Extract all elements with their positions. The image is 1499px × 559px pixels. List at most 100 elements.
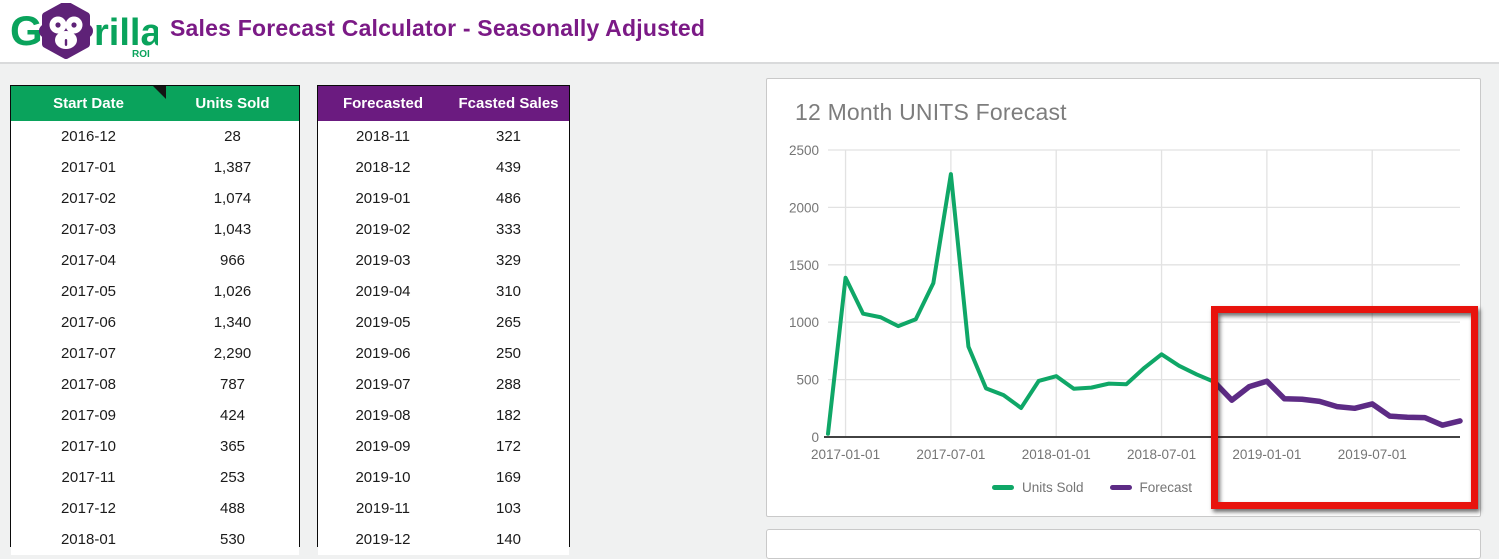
table-row: 2018-11 321	[318, 121, 569, 152]
logo-text-rilla: rilla	[94, 12, 158, 54]
date-cell[interactable]: 2019-07	[355, 376, 411, 393]
table-row: 2017-10 365	[11, 431, 299, 462]
value-cell[interactable]: 182	[495, 407, 522, 424]
value-cell[interactable]: 486	[495, 190, 522, 207]
legend-item-forecast[interactable]: Forecast	[1109, 480, 1193, 495]
units-table-header-start-date[interactable]: Start Date	[53, 95, 124, 112]
date-cell[interactable]: 2017-07	[60, 345, 117, 362]
forecast-table-body: 2018-11 321 2018-12 439 2019-01 486 2019-02 333…	[318, 121, 569, 555]
gorilla-roi-logo[interactable]: G rilla ROI	[10, 1, 162, 60]
table-row: 2018-12 439	[318, 152, 569, 183]
units-sold-table: Start Date Units Sold 2016-12 28 2017-01 1,…	[10, 85, 300, 555]
table-row: 2019-12 140	[318, 524, 569, 555]
value-cell[interactable]: 329	[495, 252, 522, 269]
date-cell[interactable]: 2016-12	[60, 128, 117, 145]
value-cell[interactable]: 172	[495, 438, 522, 455]
date-cell[interactable]: 2017-05	[60, 283, 117, 300]
value-cell[interactable]: 1,074	[213, 190, 252, 207]
date-cell[interactable]: 2019-03	[355, 252, 411, 269]
date-cell[interactable]: 2019-09	[355, 438, 411, 455]
value-cell[interactable]: 439	[495, 159, 522, 176]
logo-text-g: G	[10, 7, 43, 54]
table-row: 2017-09 424	[11, 400, 299, 431]
date-cell[interactable]: 2018-12	[355, 159, 411, 176]
date-cell[interactable]: 2019-05	[355, 314, 411, 331]
date-cell[interactable]: 2017-06	[60, 314, 117, 331]
date-cell[interactable]: 2017-09	[60, 407, 117, 424]
date-cell[interactable]: 2017-02	[60, 190, 117, 207]
table-row: 2019-10 169	[318, 462, 569, 493]
forecast-table-header-fcasted-sales[interactable]: Fcasted Sales	[458, 95, 559, 112]
date-cell[interactable]: 2019-04	[355, 283, 411, 300]
svg-text:2017-07-01: 2017-07-01	[916, 447, 985, 462]
svg-text:2500: 2500	[789, 143, 819, 158]
value-cell[interactable]: 321	[495, 128, 522, 145]
date-cell[interactable]: 2019-01	[355, 190, 411, 207]
table-row: 2017-03 1,043	[11, 214, 299, 245]
value-cell[interactable]: 488	[219, 500, 246, 517]
units-table-header: Start Date Units Sold	[11, 86, 299, 121]
units-table-body: 2016-12 28 2017-01 1,387 2017-02 1,074 2017-03…	[11, 121, 299, 555]
table-row: 2019-09 172	[318, 431, 569, 462]
legend-label-units-sold: Units Sold	[1021, 480, 1084, 495]
table-row: 2019-11 103	[318, 493, 569, 524]
svg-text:2019-01-01: 2019-01-01	[1232, 447, 1301, 462]
date-cell[interactable]: 2017-03	[60, 221, 117, 238]
svg-text:1000: 1000	[789, 315, 819, 330]
table-row: 2016-12 28	[11, 121, 299, 152]
value-cell[interactable]: 1,340	[213, 314, 252, 331]
table-row: 2019-03 329	[318, 245, 569, 276]
date-cell[interactable]: 2019-02	[355, 221, 411, 238]
date-cell[interactable]: 2019-06	[355, 345, 411, 362]
value-cell[interactable]: 253	[219, 469, 246, 486]
value-cell[interactable]: 365	[219, 438, 246, 455]
gorilla-logo-graphic: G rilla ROI	[10, 1, 162, 60]
table-row: 2019-05 265	[318, 307, 569, 338]
svg-text:2000: 2000	[789, 200, 819, 215]
value-cell[interactable]: 1,387	[213, 159, 252, 176]
value-cell[interactable]: 28	[224, 128, 241, 145]
legend-label-forecast: Forecast	[1139, 480, 1193, 495]
value-cell[interactable]: 787	[219, 376, 246, 393]
forecast-table-header-forecasted[interactable]: Forecasted	[342, 95, 424, 112]
value-cell[interactable]: 310	[495, 283, 522, 300]
value-cell[interactable]: 169	[495, 469, 522, 486]
svg-text:2018-07-01: 2018-07-01	[1127, 447, 1196, 462]
value-cell[interactable]: 288	[495, 376, 522, 393]
value-cell[interactable]: 250	[495, 345, 522, 362]
page-title: Sales Forecast Calculator - Seasonally A…	[170, 14, 706, 41]
table-row: 2017-06 1,340	[11, 307, 299, 338]
date-cell[interactable]: 2017-12	[60, 500, 117, 517]
table-row: 2018-01 530	[11, 524, 299, 555]
value-cell[interactable]: 424	[219, 407, 246, 424]
date-cell[interactable]: 2017-08	[60, 376, 117, 393]
value-cell[interactable]: 1,043	[213, 221, 252, 238]
table-row: 2019-01 486	[318, 183, 569, 214]
forecast-swatch-icon	[1109, 485, 1132, 490]
app-header: G rilla ROI Sales Forecast Calculator - …	[0, 0, 1499, 64]
date-cell[interactable]: 2017-04	[60, 252, 117, 269]
gorilla-head-icon	[39, 1, 93, 59]
table-row: 2017-02 1,074	[11, 183, 299, 214]
date-cell[interactable]: 2017-11	[61, 469, 116, 486]
date-cell[interactable]: 2017-01	[60, 159, 117, 176]
value-cell[interactable]: 966	[219, 252, 246, 269]
units-table-header-units-sold[interactable]: Units Sold	[195, 95, 270, 112]
table-row: 2019-02 333	[318, 214, 569, 245]
date-cell[interactable]: 2019-10	[355, 469, 411, 486]
svg-text:1500: 1500	[789, 258, 819, 273]
table-row: 2017-07 2,290	[11, 338, 299, 369]
legend-item-units-sold[interactable]: Units Sold	[991, 480, 1084, 495]
date-cell[interactable]: 2019-11	[356, 500, 410, 517]
units-forecast-chart-panel[interactable]: 12 Month UNITS Forecast 0 500 1000 1500 2000…	[766, 78, 1481, 517]
value-cell[interactable]: 265	[495, 314, 522, 331]
value-cell[interactable]: 333	[495, 221, 522, 238]
table-row: 2017-11 253	[11, 462, 299, 493]
value-cell[interactable]: 1,026	[213, 283, 252, 300]
date-cell[interactable]: 2018-11	[356, 128, 410, 145]
date-cell[interactable]: 2017-10	[60, 438, 117, 455]
value-cell[interactable]: 2,290	[213, 345, 252, 362]
value-cell[interactable]: 103	[495, 500, 522, 517]
date-cell[interactable]: 2019-08	[355, 407, 411, 424]
table-row: 2019-04 310	[318, 276, 569, 307]
